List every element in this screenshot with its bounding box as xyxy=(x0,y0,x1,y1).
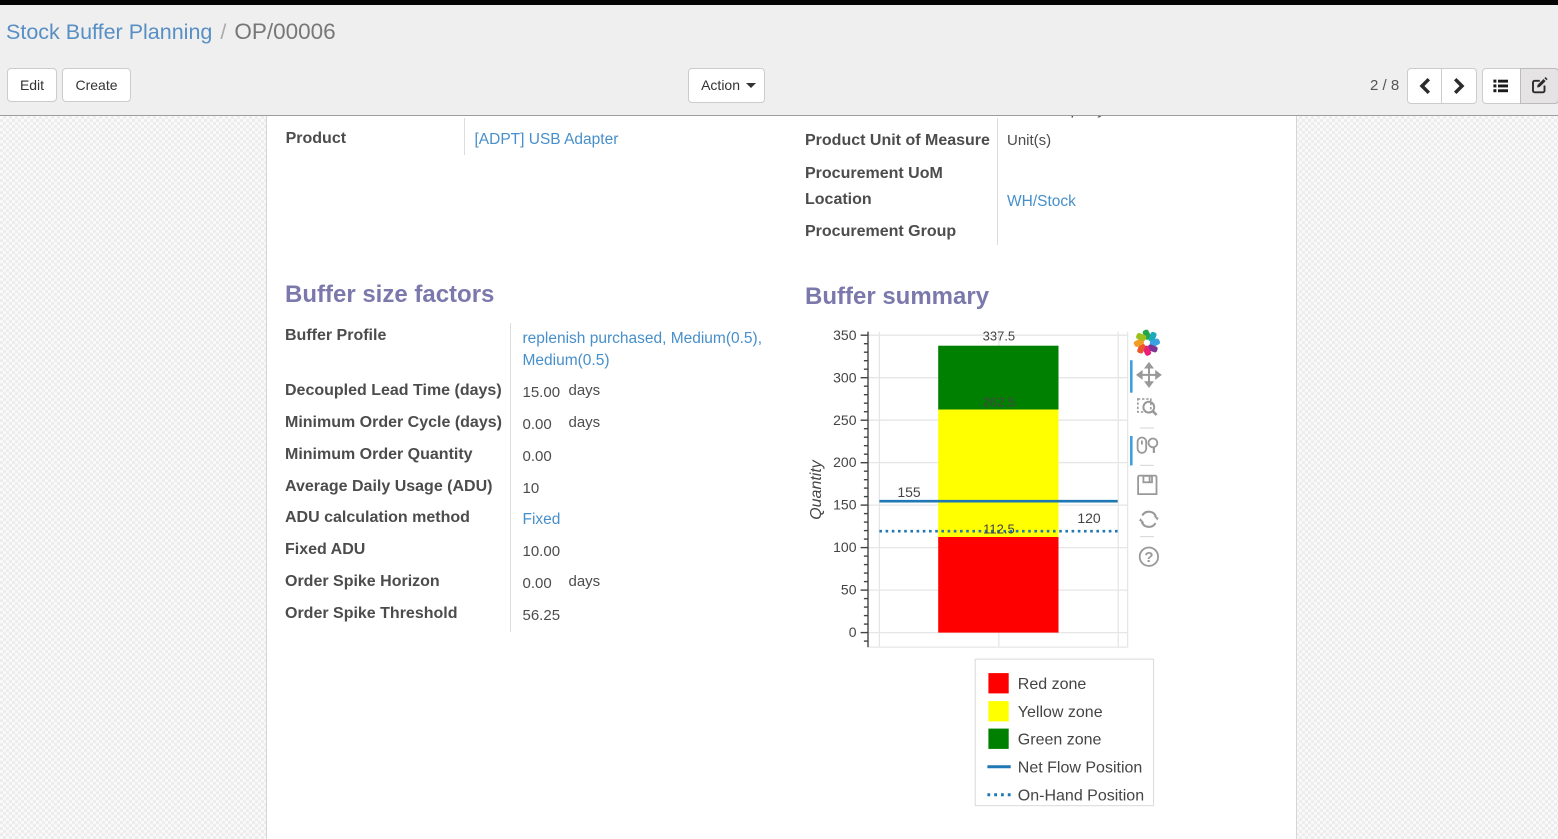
svg-text:Quantity: Quantity xyxy=(808,459,825,520)
svg-text:Yellow zone: Yellow zone xyxy=(1018,704,1103,721)
svg-text:Green zone: Green zone xyxy=(1018,732,1102,749)
svg-text:300: 300 xyxy=(833,369,857,385)
svg-text:100: 100 xyxy=(833,539,857,555)
svg-text:350: 350 xyxy=(833,327,857,343)
svg-text:250: 250 xyxy=(833,412,857,428)
svg-text:Net Flow Position: Net Flow Position xyxy=(1018,760,1143,777)
svg-text:112.5: 112.5 xyxy=(983,522,1015,537)
svg-text:?: ? xyxy=(1144,549,1153,566)
svg-text:Red zone: Red zone xyxy=(1018,676,1087,693)
svg-text:150: 150 xyxy=(833,497,857,513)
svg-text:0: 0 xyxy=(849,624,857,640)
svg-text:262.5: 262.5 xyxy=(983,395,1016,410)
svg-text:120: 120 xyxy=(1077,510,1101,526)
svg-text:200: 200 xyxy=(833,454,857,470)
svg-text:50: 50 xyxy=(841,582,857,598)
svg-text:On-Hand Position: On-Hand Position xyxy=(1018,788,1144,805)
svg-text:337.5: 337.5 xyxy=(983,328,1016,343)
svg-text:155: 155 xyxy=(897,484,921,500)
